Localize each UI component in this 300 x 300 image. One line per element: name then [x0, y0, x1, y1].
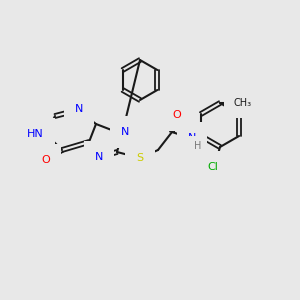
Text: N: N [75, 104, 83, 114]
Text: H: H [194, 141, 202, 151]
Text: HN: HN [27, 129, 44, 139]
Text: Cl: Cl [208, 162, 218, 172]
Text: N: N [95, 152, 103, 162]
Text: N: N [188, 133, 196, 143]
Text: N: N [121, 127, 129, 137]
Text: O: O [42, 155, 50, 165]
Text: O: O [172, 110, 182, 120]
Text: CH₃: CH₃ [234, 98, 252, 108]
Text: S: S [136, 153, 144, 163]
